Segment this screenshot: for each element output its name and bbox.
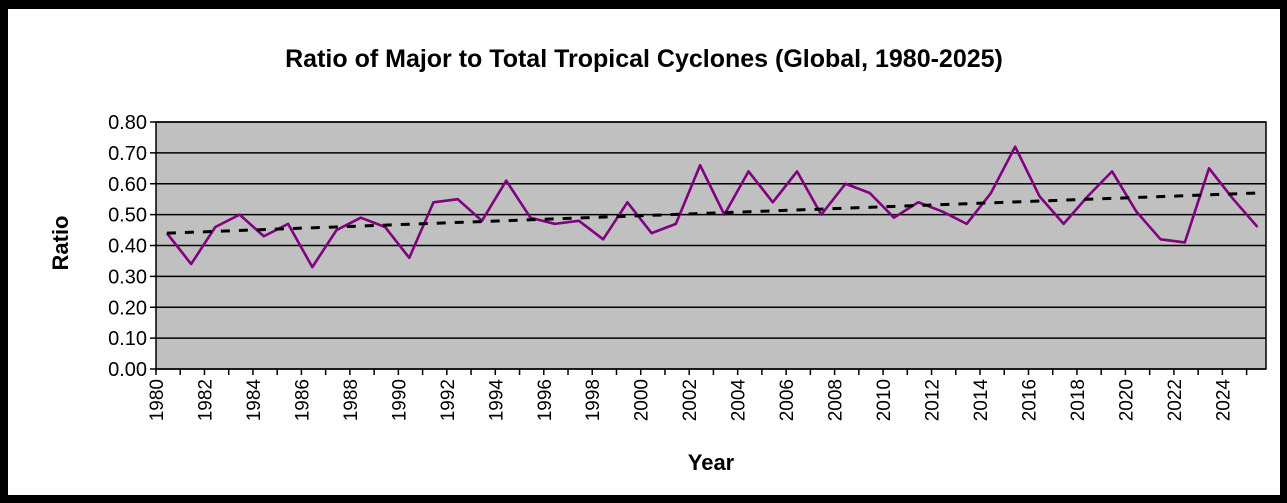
x-tick-label: 2018 [1068,379,1089,421]
x-tick-label: 2016 [1019,379,1040,421]
y-tick-label: 0.30 [108,266,147,288]
x-tick-label: 1982 [195,379,216,421]
x-tick-label: 2008 [826,379,847,421]
x-tick-label: 1988 [341,379,362,421]
x-tick-label: 2022 [1165,379,1186,421]
x-tick-label: 1994 [486,379,507,422]
y-tick-label: 0.60 [108,174,147,196]
x-axis-title: Year [688,450,735,475]
y-tick-label: 0.40 [108,236,147,258]
y-tick-label: 0.20 [108,297,147,319]
y-tick-label: 0.10 [108,328,147,350]
chart-svg: Ratio of Major to Total Tropical Cyclone… [48,45,1267,475]
y-axis-title: Ratio [48,216,73,271]
x-tick-label: 1980 [147,379,168,421]
chart-frame: Ratio of Major to Total Tropical Cyclone… [8,9,1280,495]
x-tick-label: 2004 [729,379,750,422]
x-tick-label: 2006 [777,379,798,421]
x-tick-label: 2014 [971,379,992,422]
y-tick-label: 0.80 [108,112,147,134]
x-tick-label: 1990 [389,379,410,421]
y-tick-label: 0.50 [108,205,147,227]
y-tick-label: 0.70 [108,143,147,165]
y-tick-label: 0.00 [108,359,147,381]
x-tick-label: 1984 [244,379,265,422]
x-tick-label: 2020 [1116,379,1137,421]
x-tick-label: 2000 [632,379,653,421]
ratio-series-line [165,145,1259,269]
x-tick-label: 1986 [292,379,313,421]
x-tick-label: 2024 [1213,379,1234,422]
chart-title: Ratio of Major to Total Tropical Cyclone… [285,45,1003,73]
x-tick-label: 2002 [680,379,701,421]
x-tick-label: 1996 [535,379,556,421]
x-tick-label: 1992 [438,379,459,421]
x-tick-label: 1998 [583,379,604,421]
x-tick-label: 2010 [874,379,895,421]
x-tick-label: 2012 [923,379,944,421]
trend-line [166,191,1258,235]
